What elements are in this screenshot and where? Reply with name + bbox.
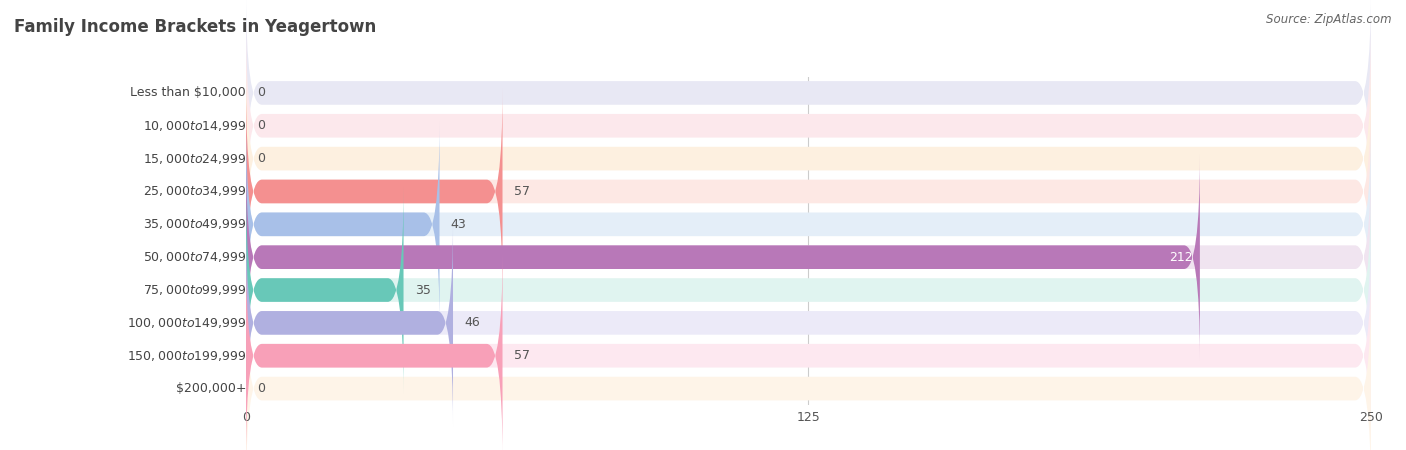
Text: $15,000 to $24,999: $15,000 to $24,999 — [142, 152, 246, 166]
FancyBboxPatch shape — [246, 88, 502, 295]
Text: 46: 46 — [464, 316, 479, 329]
FancyBboxPatch shape — [246, 220, 453, 426]
FancyBboxPatch shape — [246, 154, 1199, 360]
FancyBboxPatch shape — [246, 154, 1371, 360]
Text: Source: ZipAtlas.com: Source: ZipAtlas.com — [1267, 14, 1392, 27]
FancyBboxPatch shape — [246, 88, 1371, 295]
FancyBboxPatch shape — [246, 252, 1371, 450]
FancyBboxPatch shape — [246, 285, 1371, 450]
Text: $75,000 to $99,999: $75,000 to $99,999 — [142, 283, 246, 297]
Text: $25,000 to $34,999: $25,000 to $34,999 — [142, 184, 246, 198]
FancyBboxPatch shape — [246, 252, 502, 450]
FancyBboxPatch shape — [246, 55, 1371, 262]
FancyBboxPatch shape — [246, 0, 1371, 196]
Text: 43: 43 — [451, 218, 467, 231]
FancyBboxPatch shape — [246, 121, 440, 328]
Text: 57: 57 — [513, 185, 530, 198]
Text: 0: 0 — [257, 152, 266, 165]
FancyBboxPatch shape — [246, 187, 1371, 393]
Text: 0: 0 — [257, 119, 266, 132]
Text: 212: 212 — [1170, 251, 1194, 264]
Text: 0: 0 — [257, 86, 266, 99]
Text: $150,000 to $199,999: $150,000 to $199,999 — [127, 349, 246, 363]
Text: Family Income Brackets in Yeagertown: Family Income Brackets in Yeagertown — [14, 18, 377, 36]
Text: $35,000 to $49,999: $35,000 to $49,999 — [142, 217, 246, 231]
FancyBboxPatch shape — [246, 220, 1371, 426]
FancyBboxPatch shape — [246, 187, 404, 393]
Text: $10,000 to $14,999: $10,000 to $14,999 — [142, 119, 246, 133]
Text: 57: 57 — [513, 349, 530, 362]
Text: 0: 0 — [257, 382, 266, 395]
Text: 35: 35 — [415, 284, 430, 297]
Text: $50,000 to $74,999: $50,000 to $74,999 — [142, 250, 246, 264]
FancyBboxPatch shape — [246, 121, 1371, 328]
Text: Less than $10,000: Less than $10,000 — [131, 86, 246, 99]
Text: $200,000+: $200,000+ — [176, 382, 246, 395]
Text: $100,000 to $149,999: $100,000 to $149,999 — [127, 316, 246, 330]
FancyBboxPatch shape — [246, 22, 1371, 229]
